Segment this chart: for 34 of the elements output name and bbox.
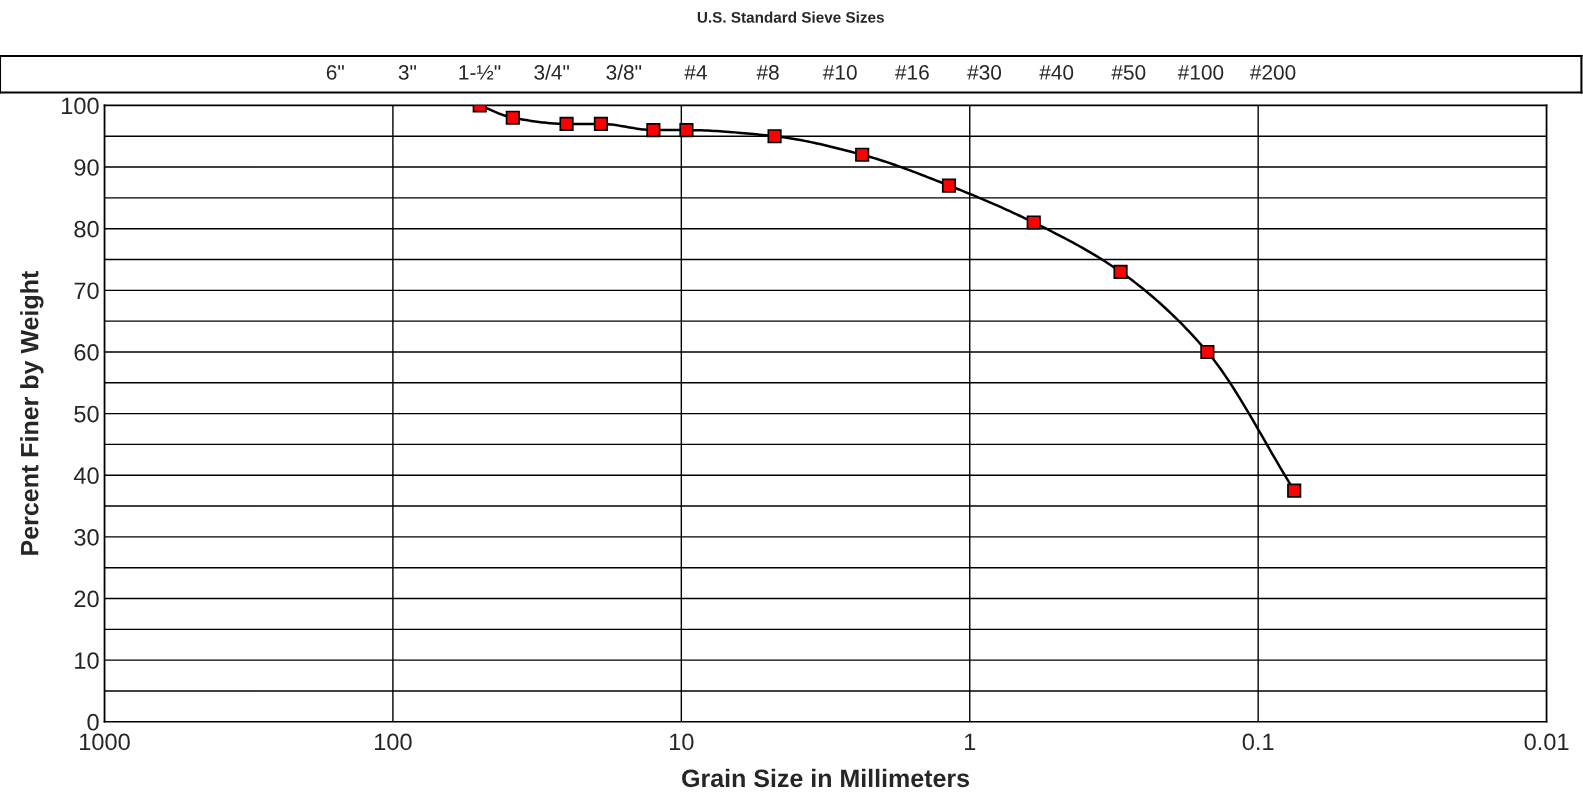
text: 6"	[326, 65, 344, 80]
text: #4	[684, 65, 707, 80]
x-tick-label: 10	[669, 733, 694, 751]
text: 3/8"	[606, 64, 642, 80]
text: U.S. Standard Sieve Sizes	[697, 11, 884, 23]
y-tick-label: 100	[62, 97, 99, 115]
x-tick-label: 100	[375, 733, 412, 751]
y-tick-label: 10	[75, 652, 99, 669]
y-tick-label: 80	[74, 220, 99, 238]
y-tick-label: 70	[74, 282, 99, 300]
text: #100	[1177, 65, 1224, 80]
text: #30	[967, 65, 1002, 80]
y-tick-label: 90	[74, 159, 99, 176]
x-tick-label: 1	[964, 733, 976, 751]
text: 1-½"	[459, 65, 501, 80]
x-tick-label: 0.01	[1524, 733, 1569, 751]
x-tick-label: 0.1	[1242, 733, 1274, 751]
y-tick-label: 20	[74, 590, 99, 608]
y-tick-label: 0	[87, 713, 99, 731]
x-axis-title: Grain Size in Millimeters	[682, 768, 969, 788]
text: #200	[1249, 65, 1296, 80]
x-tick-label: 1000	[80, 733, 130, 751]
y-tick-label: 50	[74, 405, 99, 423]
text: #16	[895, 65, 929, 80]
y-tick-label: 60	[74, 344, 99, 361]
y-tick-label: 40	[73, 467, 99, 485]
text: 3"	[398, 65, 416, 80]
y-tick-label: 30	[74, 528, 99, 546]
text: #8	[756, 65, 779, 80]
text: 3/4"	[534, 64, 569, 80]
y-axis-title: Percent Finer by Weight	[20, 271, 44, 555]
text: #40	[1039, 65, 1074, 80]
text: #10	[822, 65, 857, 80]
text: #50	[1111, 65, 1146, 80]
